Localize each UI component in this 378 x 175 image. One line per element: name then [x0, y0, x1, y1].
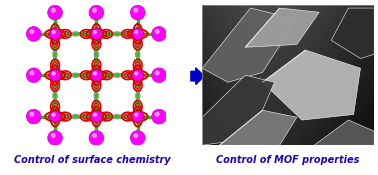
Circle shape: [30, 71, 34, 75]
Circle shape: [155, 112, 159, 116]
Circle shape: [51, 8, 55, 12]
Circle shape: [152, 27, 166, 41]
Circle shape: [93, 31, 96, 34]
Circle shape: [50, 70, 60, 80]
Circle shape: [50, 111, 60, 122]
Circle shape: [91, 29, 102, 39]
Circle shape: [52, 113, 55, 116]
Circle shape: [48, 5, 62, 20]
Circle shape: [30, 112, 34, 116]
Circle shape: [135, 72, 138, 75]
Text: Control of surface chemistry: Control of surface chemistry: [14, 155, 171, 165]
Circle shape: [132, 70, 143, 80]
Circle shape: [135, 113, 138, 116]
Circle shape: [93, 134, 96, 137]
Polygon shape: [314, 120, 374, 145]
Circle shape: [134, 134, 138, 137]
Text: Control of MOF properties: Control of MOF properties: [216, 155, 360, 165]
Circle shape: [93, 113, 96, 116]
Circle shape: [155, 71, 159, 75]
Polygon shape: [202, 8, 297, 82]
Circle shape: [132, 111, 143, 122]
Circle shape: [89, 131, 104, 145]
Circle shape: [93, 8, 96, 12]
Circle shape: [52, 31, 55, 34]
Circle shape: [91, 70, 102, 80]
Polygon shape: [262, 50, 361, 120]
Circle shape: [130, 131, 145, 145]
Circle shape: [50, 29, 60, 39]
Circle shape: [30, 30, 34, 33]
Circle shape: [91, 111, 102, 122]
Circle shape: [48, 131, 62, 145]
Polygon shape: [331, 8, 374, 58]
Polygon shape: [202, 75, 274, 145]
Circle shape: [132, 29, 143, 39]
Circle shape: [135, 31, 138, 34]
Circle shape: [155, 30, 159, 33]
Circle shape: [26, 27, 41, 41]
Polygon shape: [219, 110, 297, 145]
Circle shape: [51, 134, 55, 137]
Circle shape: [93, 72, 96, 75]
Polygon shape: [245, 8, 319, 47]
Circle shape: [134, 8, 138, 12]
Circle shape: [52, 72, 55, 75]
Circle shape: [26, 109, 41, 124]
Circle shape: [152, 68, 166, 83]
Circle shape: [130, 5, 145, 20]
FancyArrow shape: [191, 68, 204, 85]
Circle shape: [152, 109, 166, 124]
Circle shape: [89, 5, 104, 20]
Circle shape: [26, 68, 41, 83]
